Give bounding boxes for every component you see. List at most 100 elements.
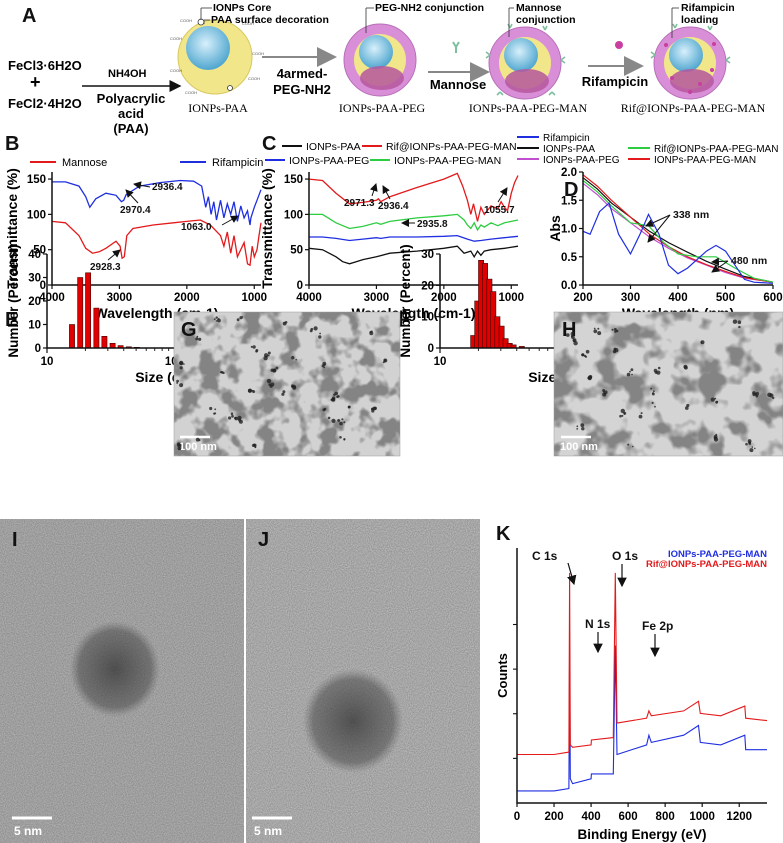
- particle-speck: [282, 321, 287, 326]
- y-tick-label-d: 0.0: [561, 280, 577, 292]
- legend-label-b: Mannose: [62, 157, 107, 169]
- particle-speck: [654, 371, 658, 374]
- legend-label-d: IONPs-PAA-PEG: [543, 155, 620, 166]
- x-tick-label-k: 800: [656, 811, 675, 823]
- svg-text:COOH: COOH: [252, 51, 264, 56]
- x-tick-label-c: 3000: [364, 292, 390, 304]
- particle-speck: [176, 379, 180, 383]
- panel-label-f: F: [398, 309, 410, 331]
- particle-speck: [593, 327, 596, 330]
- x-tick-label-k: 600: [619, 811, 638, 823]
- legend-label-c: Rif@IONPs-PAA-PEG-MAN: [386, 141, 517, 153]
- annot-k-c1s: C 1s: [532, 549, 558, 563]
- particle-speck: [323, 363, 326, 366]
- particle-speck: [291, 356, 295, 360]
- x-tick-label-d: 400: [668, 292, 687, 304]
- y-axis-label-d: Abs: [547, 215, 563, 242]
- mannose-icon: [452, 41, 460, 53]
- particle-speck: [613, 328, 617, 331]
- panel-label-j: J: [258, 529, 269, 551]
- particle-speck: [621, 414, 624, 417]
- particle-speck: [576, 428, 579, 430]
- particle-speck: [640, 412, 643, 415]
- tem-particles-h: [566, 319, 775, 453]
- particle-speck: [209, 406, 213, 411]
- particle-speck: [371, 408, 374, 411]
- legend-label-d: Rif@IONPs-PAA-PEG-MAN: [654, 144, 778, 155]
- annot-c-2936: 2936.4: [378, 201, 409, 212]
- particle-speck: [583, 354, 587, 358]
- particle-speck: [638, 414, 643, 419]
- particle-speck: [382, 361, 385, 364]
- particle-speck: [755, 394, 759, 398]
- particle-speck: [602, 390, 605, 393]
- particle-speck: [250, 345, 253, 348]
- y-tick-label-b: 100: [27, 209, 46, 221]
- np-rif-ionps-paa-peg-man: [650, 23, 731, 100]
- particle-speck: [580, 423, 585, 428]
- panel-label-c: C: [262, 133, 276, 155]
- y-tick-label-f: 20: [421, 280, 434, 292]
- particle-speck: [295, 358, 298, 361]
- y-tick-label-d: 1.0: [561, 224, 577, 236]
- chart-d-annotations: 338 nm 480 nm: [645, 209, 767, 273]
- particle-speck: [373, 406, 377, 410]
- particle-speck: [570, 331, 575, 336]
- svg-text:COOH: COOH: [170, 68, 182, 73]
- label-ionps-paa-peg-man: IONPs-PAA-PEG-MAN: [469, 101, 588, 115]
- particle-speck: [179, 448, 182, 451]
- series-line-k-0: [517, 645, 767, 792]
- x-tick-label-k: 200: [544, 811, 563, 823]
- particle-speck: [713, 436, 718, 440]
- particle-speck: [179, 361, 184, 366]
- particle-speck: [597, 327, 600, 330]
- scale-label-g: 100 nm: [179, 441, 217, 453]
- particle-speck: [576, 425, 579, 428]
- particle-speck: [585, 349, 590, 354]
- legend-label-k: IONPs-PAA-PEG-MAN: [668, 549, 767, 560]
- particle-speck: [745, 442, 748, 446]
- particle-speck: [234, 416, 239, 421]
- reagent-fecl2: FeCl2·4H2O: [8, 96, 82, 111]
- tem-image-h: H 100 nm: [553, 311, 783, 457]
- particle-speck: [651, 401, 654, 404]
- panel-label-g: G: [181, 319, 197, 341]
- particle-speck: [217, 318, 220, 320]
- legend-label-k: Rif@IONPs-PAA-PEG-MAN: [646, 559, 767, 570]
- x-tick-label-d: 500: [716, 292, 735, 304]
- particle-speck: [651, 392, 655, 396]
- panel-label-k: K: [496, 523, 511, 545]
- y-tick-label-d: 0.5: [561, 252, 578, 264]
- uvvis-chart-d: 2003004005006000.00.51.01.52.0Wavelength…: [517, 133, 783, 321]
- label-rif-ionps: Rif@IONPs-PAA-PEG-MAN: [621, 101, 766, 115]
- particle-speck: [593, 329, 598, 334]
- panel-a-scheme: A FeCl3·6H2O + FeCl2·4H2O NH4OH Polyacry…: [8, 2, 766, 136]
- particle-speck: [239, 316, 243, 320]
- particle-speck: [215, 320, 218, 322]
- particle-speck: [369, 330, 372, 334]
- particle-speck: [631, 445, 634, 448]
- y-tick-label-f: 30: [421, 249, 434, 261]
- particle-speck: [748, 441, 751, 444]
- particle-speck: [627, 443, 630, 446]
- particle-speck: [264, 353, 269, 358]
- y-tick-label-e: 10: [28, 320, 41, 332]
- x-tick-label-b: 2000: [174, 292, 200, 304]
- particle-speck: [319, 332, 321, 335]
- particle-speck: [650, 387, 652, 390]
- y-tick-label-d: 2.0: [561, 167, 577, 179]
- particle-speck: [573, 341, 578, 346]
- particle-speck: [318, 335, 322, 339]
- axes-k: [516, 548, 767, 804]
- particle-speck: [629, 370, 631, 373]
- particle-speck: [309, 329, 313, 333]
- series-line-k-1: [517, 572, 768, 756]
- y-axis-label-f: Number (Percent): [398, 244, 413, 357]
- particle-speck: [686, 403, 690, 408]
- x-tick-label-b: 1000: [241, 292, 267, 304]
- step1-nh4oh: NH4OH: [108, 68, 147, 80]
- panel-label-e: E: [5, 309, 18, 331]
- series-line-b-1: [52, 179, 262, 226]
- x-tick-label-c: 4000: [296, 292, 322, 304]
